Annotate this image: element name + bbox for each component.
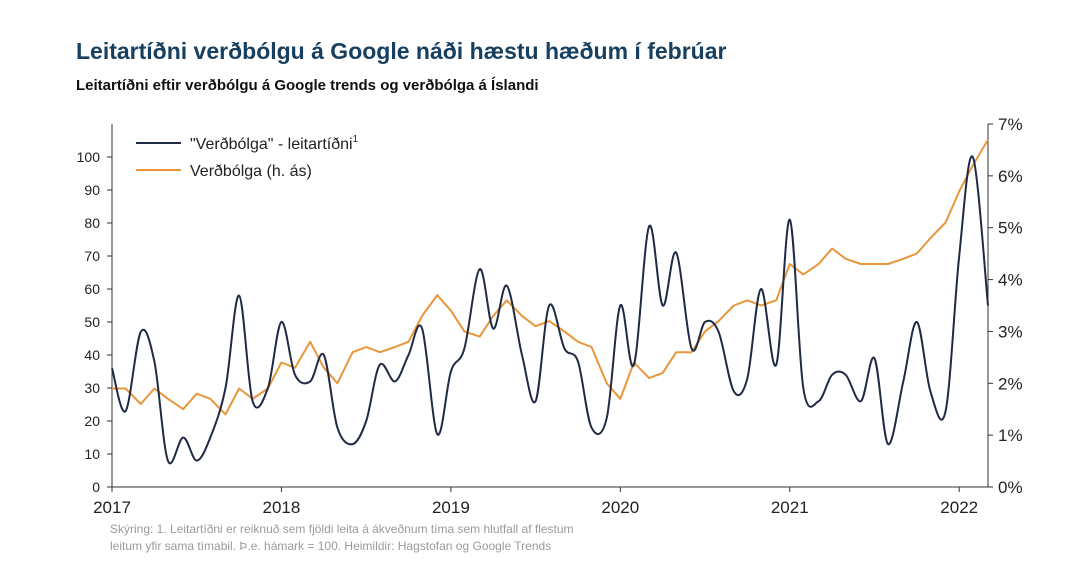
y-right-tick-label: 5% bbox=[998, 219, 1023, 238]
y-left-tick-label: 80 bbox=[84, 215, 100, 231]
x-tick-label: 2021 bbox=[771, 498, 809, 517]
chart-title: Leitartíðni verðbólgu á Google náði hæst… bbox=[76, 38, 727, 64]
chart-footnote: Skýring: 1. Leitartíðni er reiknuð sem f… bbox=[110, 521, 670, 555]
series-line-inflation bbox=[112, 139, 989, 416]
y-left-tick-label: 90 bbox=[84, 182, 100, 198]
chart-legend: "Verðbólga" - leitartíðni1 Verðbólga (h.… bbox=[136, 134, 359, 180]
chart-subtitle: Leitartíðni eftir verðbólgu á Google tre… bbox=[76, 77, 539, 94]
footnote-line-1: Skýring: 1. Leitartíðni er reiknuð sem f… bbox=[110, 522, 574, 536]
y-left-tick-label: 60 bbox=[84, 281, 100, 297]
x-tick-label: 2019 bbox=[432, 498, 470, 517]
y-left-tick-label: 0 bbox=[92, 479, 100, 495]
y-right-tick-label: 1% bbox=[998, 426, 1023, 445]
y-right-tick-label: 0% bbox=[998, 478, 1023, 497]
y-right-tick-label: 3% bbox=[998, 322, 1023, 341]
x-tick-label: 2018 bbox=[263, 498, 301, 517]
y-left-tick-label: 50 bbox=[84, 314, 100, 330]
y-left-tick-label: 10 bbox=[84, 446, 100, 462]
legend-label-search: "Verðbólga" - leitartíðni1 bbox=[190, 134, 359, 153]
x-tick-label: 2020 bbox=[601, 498, 639, 517]
y-right-tick-label: 6% bbox=[998, 167, 1023, 186]
y-right-tick-label: 2% bbox=[998, 374, 1023, 393]
y-left-tick-label: 100 bbox=[77, 149, 101, 165]
y-right-tick-label: 7% bbox=[998, 115, 1023, 134]
y-left-tick-label: 70 bbox=[84, 248, 100, 264]
y-left-tick-label: 40 bbox=[84, 347, 100, 363]
y-right-tick-label: 4% bbox=[998, 271, 1023, 290]
y-left-tick-label: 20 bbox=[84, 413, 100, 429]
chart-axes: 0 10 20 30 40 50 60 70 80 90 100 0% 1% 2% 3% 4% 5% 6% 7% 20… bbox=[77, 115, 1023, 517]
footnote-line-2: leitum yfir sama tímabil. Þ.e. hámark = … bbox=[110, 539, 552, 553]
x-tick-label: 2022 bbox=[940, 498, 978, 517]
y-left-tick-label: 30 bbox=[84, 380, 100, 396]
series-line-search bbox=[111, 155, 989, 465]
x-tick-label: 2017 bbox=[93, 498, 131, 517]
chart-lines bbox=[111, 139, 989, 465]
legend-label-inflation: Verðbólga (h. ás) bbox=[190, 163, 312, 180]
